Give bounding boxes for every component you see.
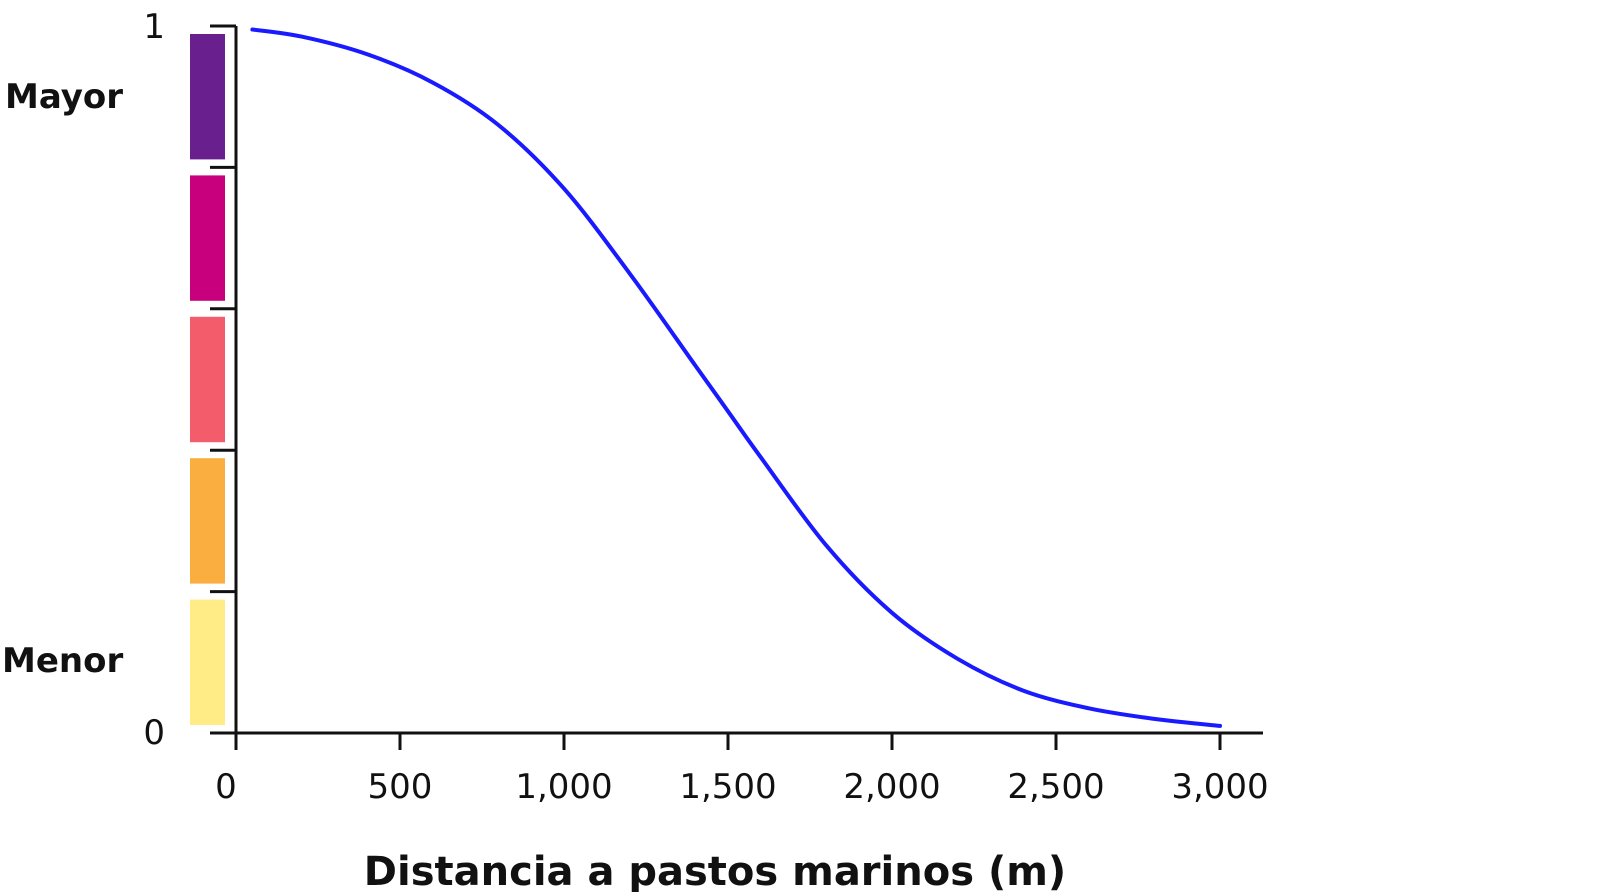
x-tick-label: 500 — [368, 767, 433, 807]
x-axis-title: Distancia a pastos marinos (m) — [364, 849, 1066, 892]
x-ticks: 0 500 1,000 1,500 2,000 2,500 3,000 — [215, 733, 1269, 807]
color-scale-bar — [190, 34, 225, 725]
color-scale-segment — [190, 599, 225, 725]
x-tick-label: 1,500 — [679, 767, 776, 807]
x-tick-label: 0 — [215, 767, 237, 807]
color-scale-segment — [190, 458, 225, 584]
color-scale-segment — [190, 34, 225, 160]
x-tick-label: 2,000 — [843, 767, 940, 807]
series-line — [250, 27, 1222, 728]
y-tick-label-top: 1 — [143, 7, 165, 47]
x-tick-label: 2,500 — [1007, 767, 1104, 807]
scale-label-high: Mayor — [5, 77, 123, 117]
scale-label-low: Menor — [2, 641, 123, 681]
x-tick-label: 1,000 — [515, 767, 612, 807]
color-scale-segment — [190, 175, 225, 301]
y-tick-label-bottom: 0 — [143, 713, 165, 753]
color-scale-segment — [190, 316, 225, 443]
axes — [234, 26, 1263, 735]
x-tick-label: 3,000 — [1171, 767, 1268, 807]
y-ticks — [210, 24, 236, 735]
